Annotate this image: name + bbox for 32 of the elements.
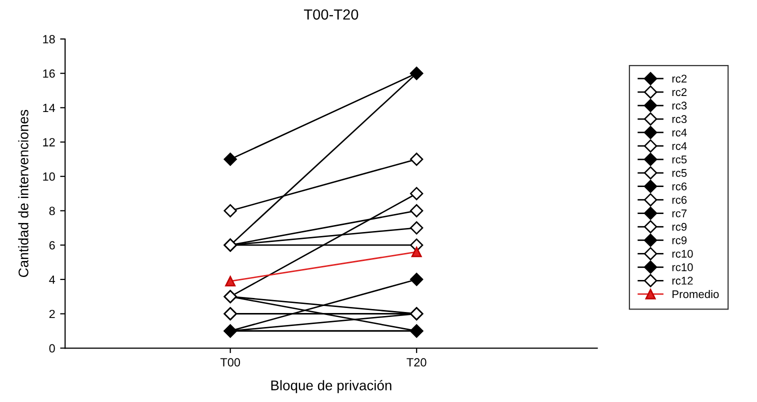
- y-tick-label: 12: [43, 138, 55, 146]
- x-axis-title: Bloque de privación: [271, 380, 392, 394]
- y-tick-label: 4: [49, 276, 56, 284]
- legend-label: rc6: [672, 196, 687, 204]
- legend-label: rc9: [672, 222, 687, 231]
- y-tick-label: 18: [43, 35, 55, 44]
- legend-label: rc5: [672, 156, 687, 164]
- legend-label: rc5: [672, 169, 687, 177]
- y-tick-label: 10: [43, 172, 55, 181]
- legend-label: rc10: [672, 263, 693, 272]
- legend-label: Promedio: [672, 290, 719, 298]
- y-tick-label: 16: [43, 69, 55, 78]
- y-tick-label: 2: [49, 310, 55, 318]
- legend-label: rc2: [672, 74, 687, 83]
- legend-label: rc4: [672, 142, 687, 150]
- legend-label: rc3: [672, 115, 687, 124]
- legend-label: rc12: [672, 276, 693, 285]
- x-tick-label: T20: [406, 358, 426, 367]
- legend-label: rc3: [672, 102, 687, 110]
- y-tick-label: 14: [43, 104, 56, 112]
- y-tick-label: 6: [49, 241, 55, 250]
- y-tick-label: 0: [49, 344, 55, 353]
- legend-label: rc2: [672, 88, 687, 96]
- legend-label: rc6: [672, 182, 687, 190]
- y-axis-title: Cantidad de intervenciones: [18, 110, 28, 278]
- legend-label: rc9: [672, 236, 687, 244]
- chart-title: T00-T20: [304, 9, 358, 20]
- legend-label: rc4: [672, 128, 687, 136]
- legend-label: rc10: [672, 250, 693, 258]
- legend-label: rc7: [672, 210, 687, 218]
- y-tick-label: 8: [49, 206, 55, 216]
- x-tick-label: T00: [220, 358, 240, 367]
